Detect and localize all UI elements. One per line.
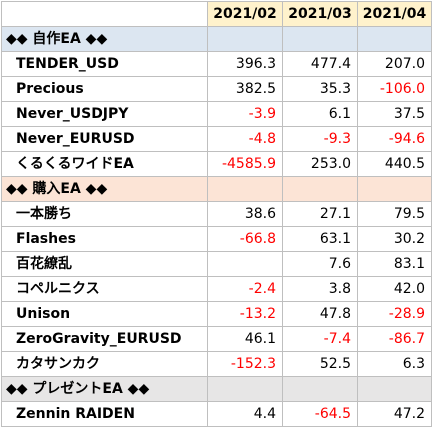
table-row: ZeroGravity_EURUSD 46.1 -7.4 -86.7 [1, 326, 432, 352]
header-corner-cell[interactable] [1, 1, 208, 27]
ea-name-cell[interactable]: TENDER_USD [1, 51, 208, 77]
table-row: Never_USDJPY -3.9 6.1 37.5 [1, 101, 432, 127]
value-cell[interactable]: -64.5 [282, 401, 358, 427]
section-empty-cell[interactable] [207, 26, 283, 52]
table-row: Zennin RAIDEN 4.4 -64.5 47.2 [1, 401, 432, 427]
value-cell[interactable]: 382.5 [207, 76, 283, 102]
ea-name-cell[interactable]: ZeroGravity_EURUSD [1, 326, 208, 352]
ea-performance-table: 2021/02 2021/03 2021/04 ◆◆ 自作EA ◆◆ TENDER… [1, 1, 432, 427]
value-cell[interactable]: 6.3 [357, 351, 432, 377]
section-empty-cell[interactable] [207, 176, 283, 202]
ea-name-cell[interactable]: Unison [1, 301, 208, 327]
section-title-cell[interactable]: ◆◆ 購入EA ◆◆ [1, 176, 208, 202]
month-header-cell[interactable]: 2021/04 [357, 1, 432, 27]
header-row: 2021/02 2021/03 2021/04 [1, 1, 432, 27]
value-cell[interactable]: 7.6 [282, 251, 358, 277]
value-cell[interactable]: 477.4 [282, 51, 358, 77]
value-cell[interactable]: -28.9 [357, 301, 432, 327]
ea-name-cell[interactable]: コペルニクス [1, 276, 208, 302]
value-cell[interactable]: -4585.9 [207, 151, 283, 177]
value-cell[interactable]: -66.8 [207, 226, 283, 252]
value-cell[interactable]: 30.2 [357, 226, 432, 252]
section-header-row: ◆◆ 自作EA ◆◆ [1, 26, 432, 52]
section-empty-cell[interactable] [282, 176, 358, 202]
table-row: カタサンカク -152.3 52.5 6.3 [1, 351, 432, 377]
ea-name-cell[interactable]: Precious [1, 76, 208, 102]
section-empty-cell[interactable] [357, 376, 432, 402]
value-cell[interactable]: -9.3 [282, 126, 358, 152]
ea-name-cell[interactable]: 百花繚乱 [1, 251, 208, 277]
table-row: Flashes -66.8 63.1 30.2 [1, 226, 432, 252]
table-row: 百花繚乱 7.6 83.1 [1, 251, 432, 277]
value-cell[interactable]: 3.8 [282, 276, 358, 302]
value-cell[interactable]: -94.6 [357, 126, 432, 152]
ea-name-cell[interactable]: Never_EURUSD [1, 126, 208, 152]
table-row: コペルニクス -2.4 3.8 42.0 [1, 276, 432, 302]
table-row: Precious 382.5 35.3 -106.0 [1, 76, 432, 102]
table-row: Never_EURUSD -4.8 -9.3 -94.6 [1, 126, 432, 152]
value-cell[interactable]: -4.8 [207, 126, 283, 152]
section-header-row: ◆◆ プレゼントEA ◆◆ [1, 376, 432, 402]
table-row: 一本勝ち 38.6 27.1 79.5 [1, 201, 432, 227]
section-title-cell[interactable]: ◆◆ 自作EA ◆◆ [1, 26, 208, 52]
table-body: 2021/02 2021/03 2021/04 ◆◆ 自作EA ◆◆ TENDER… [1, 1, 432, 427]
value-cell[interactable]: -13.2 [207, 301, 283, 327]
month-header-cell[interactable]: 2021/02 [207, 1, 283, 27]
value-cell[interactable]: 79.5 [357, 201, 432, 227]
value-cell[interactable]: 37.5 [357, 101, 432, 127]
value-cell[interactable]: 47.2 [357, 401, 432, 427]
table-row: くるくるワイドEA -4585.9 253.0 440.5 [1, 151, 432, 177]
value-cell[interactable]: -2.4 [207, 276, 283, 302]
value-cell[interactable]: -3.9 [207, 101, 283, 127]
ea-name-cell[interactable]: Zennin RAIDEN [1, 401, 208, 427]
table-row: Unison -13.2 47.8 -28.9 [1, 301, 432, 327]
value-cell[interactable]: 396.3 [207, 51, 283, 77]
value-cell[interactable]: 27.1 [282, 201, 358, 227]
value-cell[interactable]: 42.0 [357, 276, 432, 302]
section-title-cell[interactable]: ◆◆ プレゼントEA ◆◆ [1, 376, 208, 402]
section-empty-cell[interactable] [357, 26, 432, 52]
value-cell[interactable]: -86.7 [357, 326, 432, 352]
value-cell[interactable]: -152.3 [207, 351, 283, 377]
value-cell[interactable]: 207.0 [357, 51, 432, 77]
table-row: TENDER_USD 396.3 477.4 207.0 [1, 51, 432, 77]
section-header-row: ◆◆ 購入EA ◆◆ [1, 176, 432, 202]
ea-name-cell[interactable]: Never_USDJPY [1, 101, 208, 127]
ea-name-cell[interactable]: 一本勝ち [1, 201, 208, 227]
section-empty-cell[interactable] [207, 376, 283, 402]
value-cell[interactable] [207, 251, 283, 277]
value-cell[interactable]: 440.5 [357, 151, 432, 177]
section-empty-cell[interactable] [282, 376, 358, 402]
value-cell[interactable]: 63.1 [282, 226, 358, 252]
value-cell[interactable]: 4.4 [207, 401, 283, 427]
value-cell[interactable]: 6.1 [282, 101, 358, 127]
value-cell[interactable]: 38.6 [207, 201, 283, 227]
value-cell[interactable]: 253.0 [282, 151, 358, 177]
value-cell[interactable]: 47.8 [282, 301, 358, 327]
value-cell[interactable]: -7.4 [282, 326, 358, 352]
value-cell[interactable]: 35.3 [282, 76, 358, 102]
value-cell[interactable]: 83.1 [357, 251, 432, 277]
month-header-cell[interactable]: 2021/03 [282, 1, 358, 27]
section-empty-cell[interactable] [282, 26, 358, 52]
ea-name-cell[interactable]: Flashes [1, 226, 208, 252]
section-empty-cell[interactable] [357, 176, 432, 202]
ea-name-cell[interactable]: くるくるワイドEA [1, 151, 208, 177]
value-cell[interactable]: -106.0 [357, 76, 432, 102]
value-cell[interactable]: 46.1 [207, 326, 283, 352]
value-cell[interactable]: 52.5 [282, 351, 358, 377]
ea-name-cell[interactable]: カタサンカク [1, 351, 208, 377]
